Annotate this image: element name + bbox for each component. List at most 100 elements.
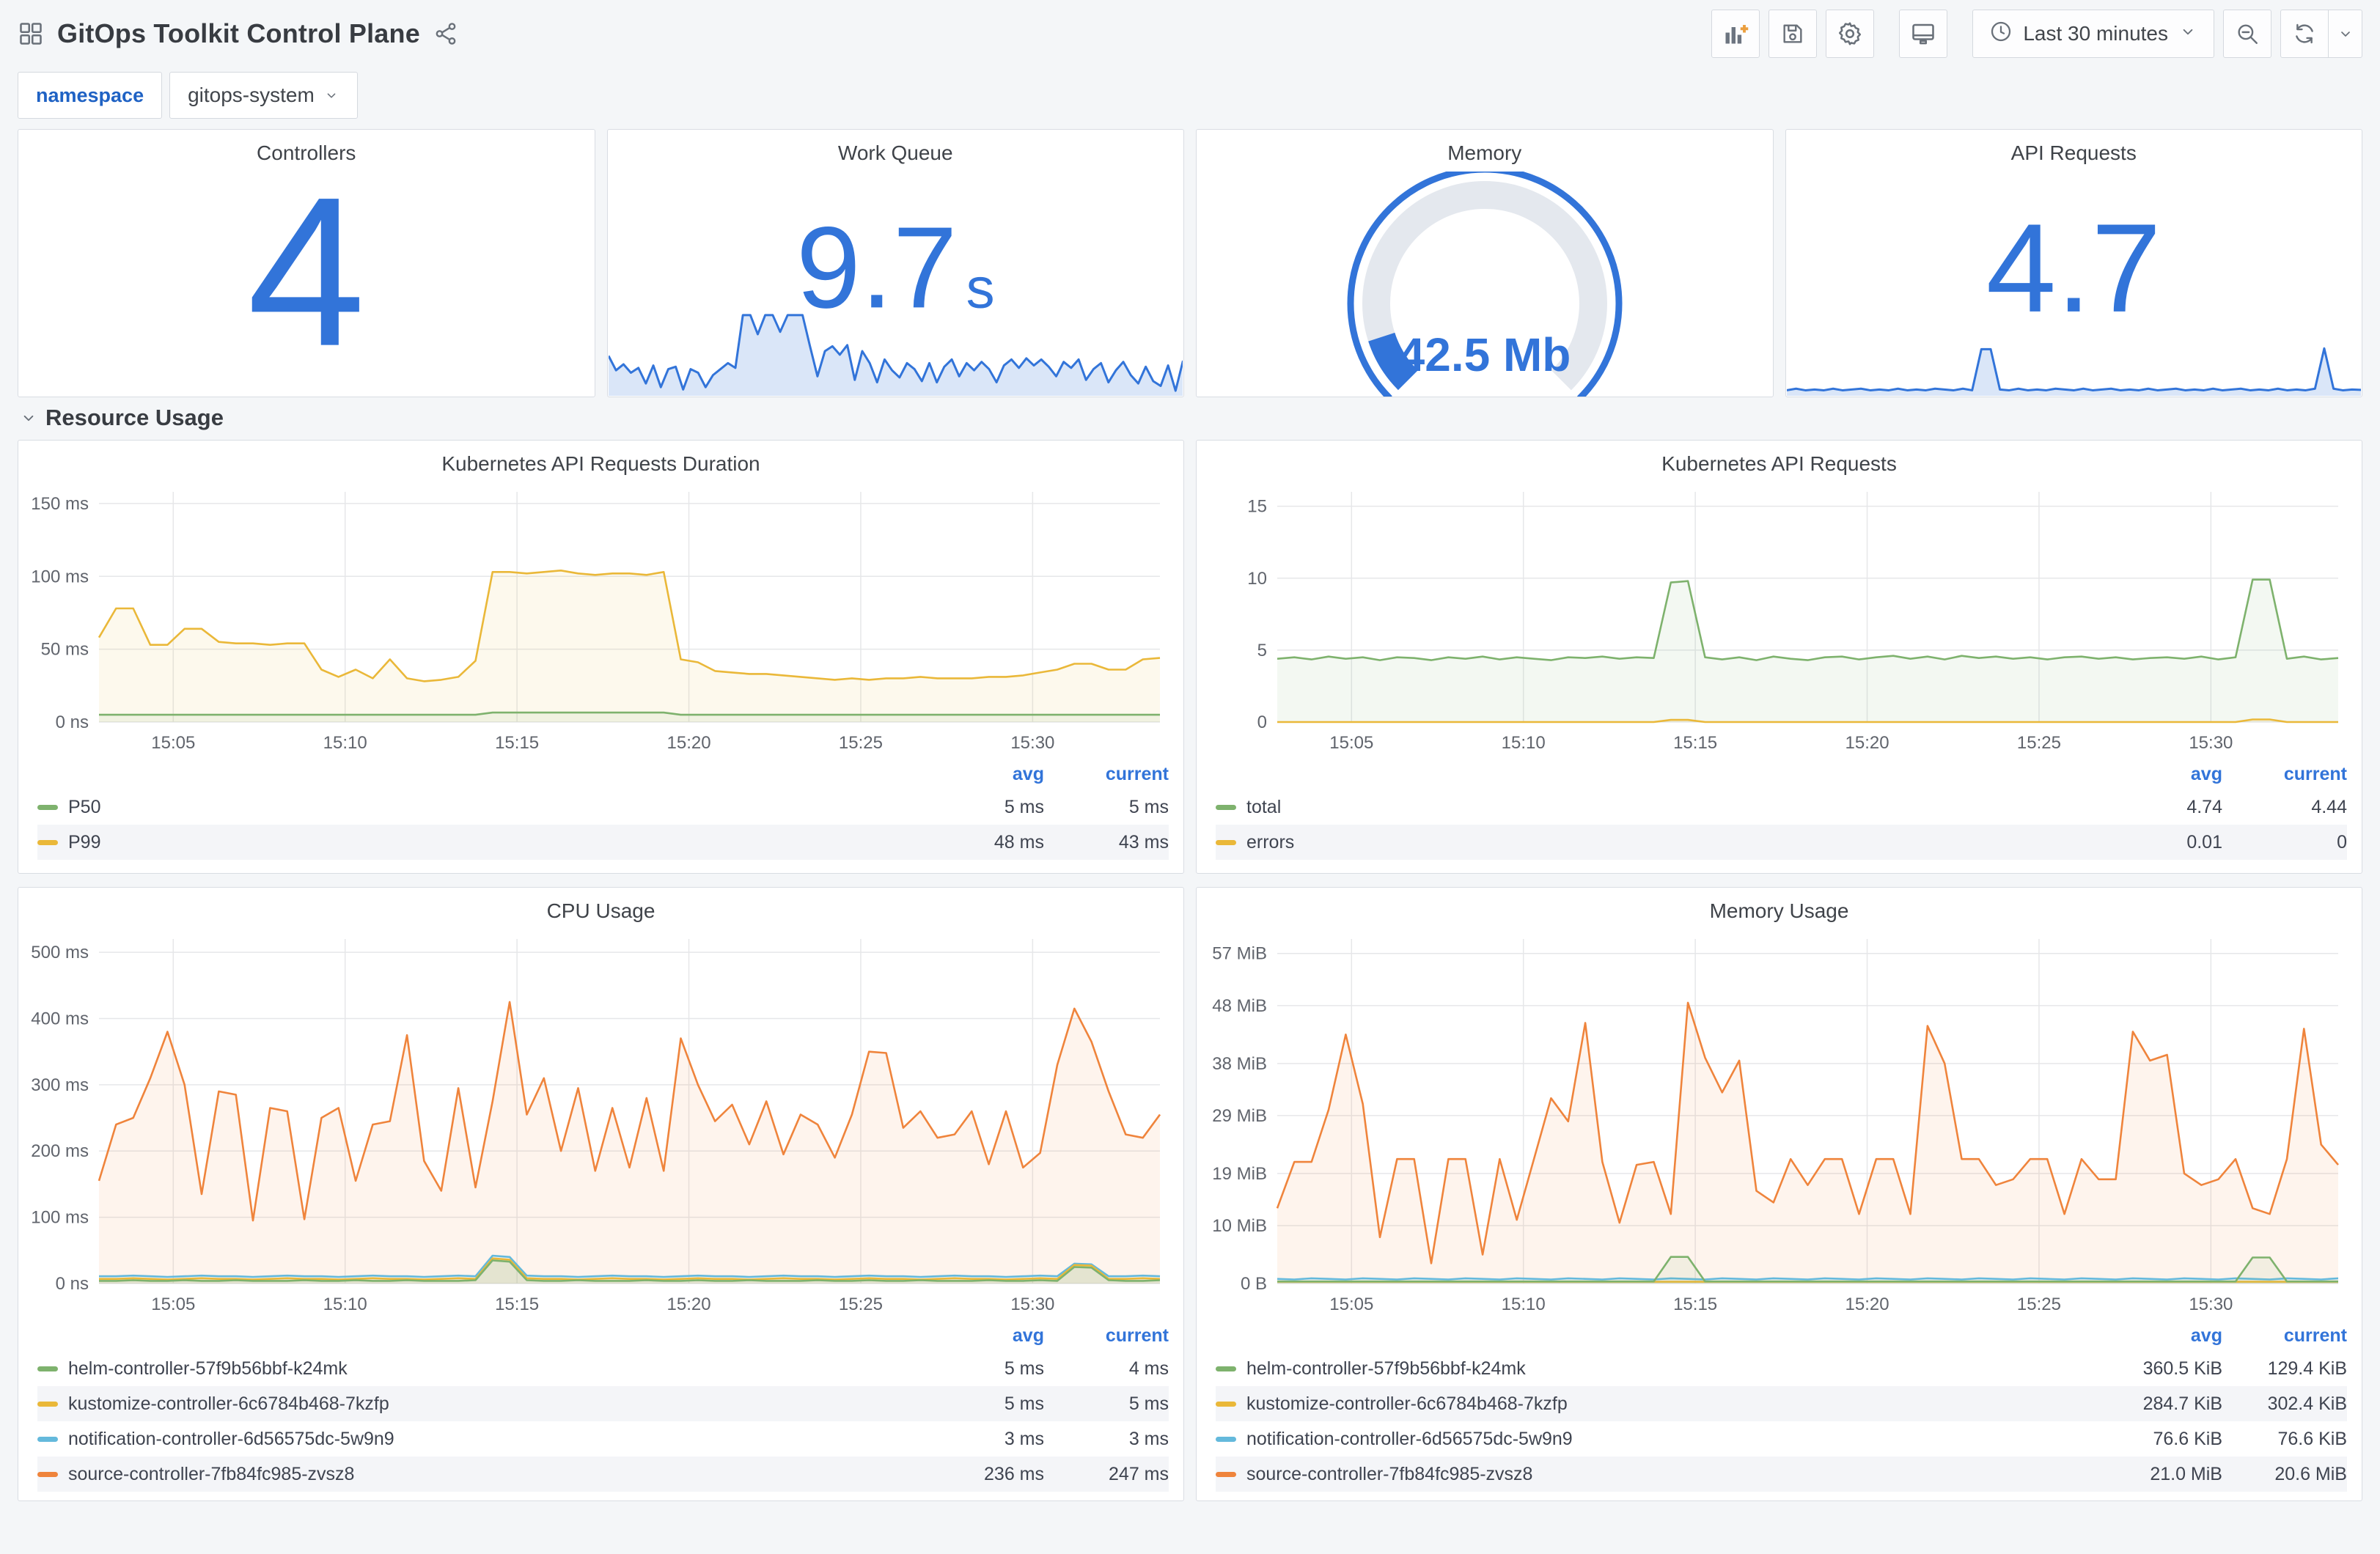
cpu-chart[interactable]: 0 ns 100 ms 200 ms 300 ms 400 ms 500 ms 15:05 1…	[30, 929, 1172, 1316]
legend-row[interactable]: helm-controller-57f9b56bbf-k24mk 360.5 Ki…	[1216, 1351, 2347, 1386]
duration-legend: avg current P50 5 ms 5 ms P99 48 ms 43 ms	[18, 754, 1183, 866]
api-requests-sparkline	[1786, 347, 2361, 396]
memory-gauge-value: 42.5 Mb	[1398, 328, 1571, 381]
legend-row[interactable]: kustomize-controller-6c6784b468-7kzfp 284…	[1216, 1386, 2347, 1421]
series-current-value: 43 ms	[1118, 831, 1169, 853]
series-current-value: 247 ms	[1109, 1463, 1169, 1484]
panel-title[interactable]: Controllers	[257, 141, 356, 164]
series-color-dash	[1216, 804, 1236, 810]
series-name[interactable]: source-controller-7fb84fc985-zvsz8	[1246, 1463, 1533, 1484]
chevron-down-icon	[23, 415, 34, 421]
legend-row[interactable]: source-controller-7fb84fc985-zvsz8 21.0 M…	[1216, 1457, 2347, 1492]
series-avg-value: 5 ms	[1004, 796, 1044, 817]
series-name[interactable]: kustomize-controller-6c6784b468-7kzfp	[1246, 1393, 1568, 1414]
svg-text:15:05: 15:05	[1329, 1295, 1373, 1314]
panel-title[interactable]: API Requests	[2010, 141, 2137, 164]
legend-row[interactable]: notification-controller-6d56575dc-5w9n9 7…	[1216, 1421, 2347, 1457]
work-queue-sparkline	[608, 314, 1183, 396]
series-name[interactable]: notification-controller-6d56575dc-5w9n9	[68, 1428, 394, 1449]
svg-text:15:20: 15:20	[667, 1295, 711, 1314]
svg-text:50 ms: 50 ms	[41, 640, 89, 660]
time-range-picker[interactable]: Last 30 minutes	[1972, 10, 2214, 58]
series-avg-value: 3 ms	[1004, 1428, 1044, 1449]
legend-sort-avg[interactable]: avg	[1012, 1325, 1044, 1346]
namespace-variable-dropdown[interactable]: gitops-system	[169, 72, 358, 119]
namespace-variable-label: namespace	[18, 72, 163, 119]
svg-text:0 B: 0 B	[1241, 1274, 1267, 1294]
duration-chart[interactable]: 0 ns 50 ms 100 ms 150 ms 15:05 15:10 15:15 15:2…	[30, 482, 1172, 754]
panel-title[interactable]: Work Queue	[837, 141, 953, 164]
svg-text:15:25: 15:25	[2017, 1295, 2061, 1314]
time-range-label: Last 30 minutes	[2023, 22, 2168, 45]
dashboards-grid-icon[interactable]	[18, 21, 44, 47]
series-name[interactable]: P99	[68, 831, 101, 853]
controllers-panel: Controllers 4	[18, 129, 595, 397]
legend-sort-current[interactable]: current	[2283, 1325, 2347, 1346]
refresh-button-group	[2280, 10, 2362, 58]
resource-usage-row-toggle[interactable]: Resource Usage	[19, 405, 2362, 431]
legend-row[interactable]: total 4.74 4.44	[1216, 789, 2347, 825]
legend-sort-current[interactable]: current	[1105, 1325, 1169, 1346]
legend-row[interactable]: source-controller-7fb84fc985-zvsz8 236 ms…	[37, 1457, 1169, 1492]
legend-row[interactable]: errors 0.01 0	[1216, 825, 2347, 860]
series-name[interactable]: helm-controller-57f9b56bbf-k24mk	[1246, 1358, 1526, 1379]
series-avg-value: 5 ms	[1004, 1358, 1044, 1379]
series-color-dash	[37, 1436, 58, 1442]
refresh-icon[interactable]	[2281, 10, 2328, 57]
series-current-value: 4 ms	[1128, 1358, 1169, 1379]
panel-title[interactable]: Memory Usage	[1709, 899, 1849, 922]
legend-sort-current[interactable]: current	[1105, 763, 1169, 784]
series-name[interactable]: kustomize-controller-6c6784b468-7kzfp	[68, 1393, 389, 1414]
memory-chart[interactable]: 0 B 10 MiB 19 MiB 29 MiB 38 MiB 48 MiB 57 MiB 1…	[1208, 929, 2350, 1316]
dashboard-page: GitOps Toolkit Control Plane	[18, 10, 2362, 1501]
zoom-out-button[interactable]	[2223, 10, 2271, 58]
save-dashboard-button[interactable]	[1769, 10, 1818, 58]
cpu-legend: avg current helm-controller-57f9b56bbf-k24…	[18, 1316, 1183, 1498]
share-icon[interactable]	[433, 21, 458, 46]
requests-chart[interactable]: 0 5 10 15 15:05 15:10 15:15 15:20 15:25 15:30	[1208, 482, 2350, 754]
series-name[interactable]: source-controller-7fb84fc985-zvsz8	[68, 1463, 355, 1484]
k8s-api-requests-duration-panel: Kubernetes API Requests Duration 0 ns 50 …	[18, 440, 1184, 874]
legend-sort-current[interactable]: current	[2283, 763, 2347, 784]
svg-text:48 MiB: 48 MiB	[1212, 996, 1267, 1016]
series-name[interactable]: helm-controller-57f9b56bbf-k24mk	[68, 1358, 348, 1379]
memory-usage-panel: Memory Usage 0 B 10 MiB 19 MiB 29 MiB 38 MiB…	[1196, 887, 2362, 1501]
cycle-view-monitor-icon[interactable]	[1899, 10, 1948, 58]
series-name[interactable]: notification-controller-6d56575dc-5w9n9	[1246, 1428, 1573, 1449]
legend-row[interactable]: kustomize-controller-6c6784b468-7kzfp 5 m…	[37, 1386, 1169, 1421]
add-panel-button[interactable]	[1711, 10, 1760, 58]
series-color-dash	[1216, 1401, 1236, 1407]
series-avg-value: 0.01	[2186, 831, 2222, 853]
work-queue-panel: Work Queue 9.7 s	[606, 129, 1184, 397]
refresh-interval-chevron-icon[interactable]	[2328, 10, 2362, 57]
panel-title[interactable]: CPU Usage	[546, 899, 655, 922]
series-color-dash	[1216, 839, 1236, 845]
stats-row: Controllers 4 Work Queue 9.7 s Memory 42.…	[18, 129, 2362, 397]
svg-text:38 MiB: 38 MiB	[1212, 1054, 1267, 1074]
panel-title[interactable]: Kubernetes API Requests	[1661, 452, 1897, 475]
series-name[interactable]: total	[1246, 796, 1282, 817]
legend-sort-avg[interactable]: avg	[2190, 1325, 2222, 1346]
panel-title[interactable]: Memory	[1447, 141, 1522, 164]
series-current-value: 5 ms	[1128, 1393, 1169, 1414]
series-avg-value: 360.5 KiB	[2142, 1358, 2222, 1379]
svg-text:15:10: 15:10	[323, 733, 367, 753]
series-name[interactable]: errors	[1246, 831, 1295, 853]
legend-sort-avg[interactable]: avg	[1012, 763, 1044, 784]
series-name[interactable]: P50	[68, 796, 101, 817]
legend-row[interactable]: notification-controller-6d56575dc-5w9n9 3…	[37, 1421, 1169, 1457]
legend-sort-avg[interactable]: avg	[2190, 763, 2222, 784]
series-current-value: 0	[2337, 831, 2347, 853]
memory-panel: Memory 42.5 Mb	[1196, 129, 1774, 397]
legend-row[interactable]: P50 5 ms 5 ms	[37, 789, 1169, 825]
svg-text:200 ms: 200 ms	[31, 1141, 89, 1161]
legend-row[interactable]: P99 48 ms 43 ms	[37, 825, 1169, 860]
svg-text:15:20: 15:20	[1845, 733, 1889, 753]
svg-text:15:30: 15:30	[2189, 733, 2233, 753]
svg-text:15:15: 15:15	[1673, 733, 1717, 753]
settings-gear-icon[interactable]	[1826, 10, 1875, 58]
series-current-value: 302.4 KiB	[2267, 1393, 2347, 1414]
panel-title[interactable]: Kubernetes API Requests Duration	[441, 452, 760, 475]
legend-row[interactable]: helm-controller-57f9b56bbf-k24mk 5 ms 4 ms	[37, 1351, 1169, 1386]
series-current-value: 3 ms	[1128, 1428, 1169, 1449]
